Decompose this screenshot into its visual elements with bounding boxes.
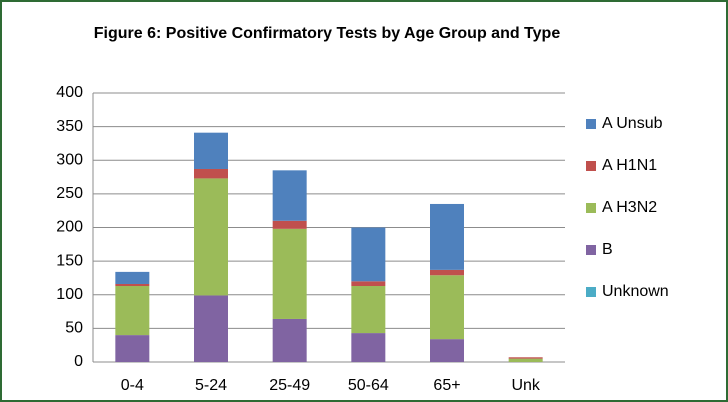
y-tick-label: 100: [56, 286, 83, 303]
legend-label: B: [602, 241, 613, 258]
bar-segment: [430, 203, 464, 270]
bar-segment: [272, 170, 307, 221]
bar-segment: [115, 283, 150, 287]
legend-swatch: [586, 203, 596, 213]
legend-label: A H3N2: [602, 199, 657, 216]
bar-segment: [194, 178, 228, 296]
y-tick-label: 350: [56, 118, 83, 135]
x-tick-label: 50-64: [348, 377, 389, 394]
legend-label: A Unsub: [602, 115, 663, 132]
x-tick-label: Unk: [511, 377, 540, 394]
bar-segment: [115, 286, 150, 336]
legend-swatch: [586, 119, 596, 129]
bar-segment: [430, 269, 464, 276]
bar-segment: [351, 227, 386, 282]
x-tick-label: 65+: [433, 377, 460, 394]
x-tick-label: 0-4: [121, 377, 144, 394]
bar-segment: [351, 333, 386, 362]
x-tick-label: 25-49: [269, 377, 310, 394]
y-tick-label: 0: [74, 353, 83, 370]
bar-segment: [351, 286, 386, 334]
y-tick-label: 150: [56, 252, 83, 269]
bar-segment: [194, 295, 228, 362]
bar-segment: [272, 220, 307, 229]
y-tick-label: 200: [56, 219, 83, 236]
chart-title: Figure 6: Positive Confirmatory Tests by…: [93, 25, 561, 42]
y-tick-label: 50: [65, 320, 83, 337]
legend-swatch: [586, 287, 596, 297]
y-tick-label: 400: [56, 84, 83, 101]
bar-segment: [351, 281, 386, 287]
legend-swatch: [586, 245, 596, 255]
bar-segment: [115, 335, 150, 362]
bar-segment: [508, 358, 543, 362]
legend-label: Unknown: [602, 283, 669, 300]
bar-segment: [430, 339, 464, 362]
legend-swatch: [586, 161, 596, 171]
bar-segment: [272, 318, 307, 362]
bar-segment: [194, 168, 228, 179]
bar-segment: [194, 132, 228, 169]
bar-segment: [115, 271, 150, 284]
bar-segment: [430, 275, 464, 340]
y-tick-label: 250: [56, 185, 83, 202]
legend-label: A H1N1: [602, 157, 657, 174]
y-tick-label: 300: [56, 151, 83, 168]
x-tick-label: 5-24: [195, 377, 227, 394]
bar-segment: [508, 357, 543, 359]
bar-segment: [272, 228, 307, 319]
